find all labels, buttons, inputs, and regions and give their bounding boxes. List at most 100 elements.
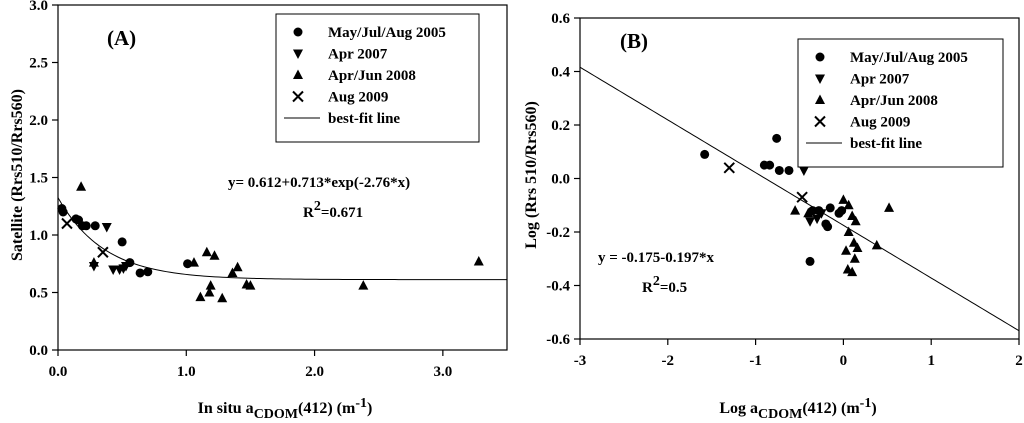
panel-a-ytick-label: 0.0 xyxy=(29,343,48,359)
panel-b-legend-label: May/Jul/Aug 2005 xyxy=(850,50,968,66)
panel-a-legend-marker xyxy=(293,49,303,59)
panel-b-data-point xyxy=(871,239,882,250)
panel-b-data-point xyxy=(847,210,858,220)
panel-b-legend-label: Apr 2007 xyxy=(850,72,910,88)
panel-a-legend-box xyxy=(275,13,480,143)
panel-a-xlabel-sub: CDOM xyxy=(254,407,298,422)
panel-b-data-point xyxy=(852,242,863,253)
panel-a-data-point xyxy=(97,246,109,258)
panel-a-legend-marker xyxy=(293,69,303,79)
panel-b-data-point xyxy=(798,166,809,176)
panel-b-data-point xyxy=(847,266,858,277)
panel-b-data-point xyxy=(825,203,835,213)
panel-a-ytick-label: 2.5 xyxy=(29,56,48,72)
panel-a-data-point xyxy=(61,217,73,230)
panel-a-series-2 xyxy=(76,181,484,303)
panel-a-r2-suffix: =0.671 xyxy=(321,205,363,221)
panel-b-xlabel-suffix: ) xyxy=(871,400,876,417)
panel-b-data-point xyxy=(843,199,854,210)
panel-b-data-point xyxy=(884,202,895,212)
panel-a-legend-marker xyxy=(292,90,304,103)
panel-b-r2-suffix: =0.5 xyxy=(660,280,687,296)
panel-b-xlabel-mid: (412) (m xyxy=(802,400,860,417)
panel-a-data-point xyxy=(143,267,153,277)
panel-a-xlabel-prefix: In situ a xyxy=(198,400,254,417)
panel-a-legend-label: Apr 2007 xyxy=(328,47,388,63)
panel-b-r2-prefix: R xyxy=(642,280,653,296)
panel-a-data-point xyxy=(473,255,484,266)
panel-b-data-point xyxy=(790,205,801,215)
panel-a-r2: R2=0.671 xyxy=(303,199,363,221)
panel-b-series-3 xyxy=(723,162,808,203)
panel-a-data-point xyxy=(195,291,206,302)
panel-a: Satellite (Rrs510/Rrs560) In situ aCDOM(… xyxy=(9,0,508,422)
panel-b-data-point xyxy=(784,165,794,175)
panel-b-equation: y = -0.175-0.197*x xyxy=(598,250,715,266)
panel-a-data-point xyxy=(88,257,99,267)
panel-b-series-1 xyxy=(798,166,827,227)
panel-b-data-point xyxy=(843,226,854,236)
panel-b-data-point xyxy=(805,256,815,266)
panel-b-xlabel-sub: CDOM xyxy=(758,407,802,422)
panel-a-legend-label: May/Jul/Aug 2005 xyxy=(328,25,446,41)
panel-b-data-point xyxy=(812,214,823,225)
panel-b-xtick-label: -3 xyxy=(574,353,587,369)
panel-a-series-1 xyxy=(88,222,131,275)
panel-b-ylabel: Log (Rrs 510/Rrs560) xyxy=(523,101,540,249)
panel-b-ytick-label: 0.0 xyxy=(551,172,570,188)
panel-b-series-2 xyxy=(790,194,895,277)
panel-b-points xyxy=(700,133,895,277)
panel-a-data-point xyxy=(201,246,212,257)
panel-b-legend-marker xyxy=(814,115,826,128)
panel-b-xlabel-sup: -1 xyxy=(860,396,872,411)
panel-a-xtick-label: 3.0 xyxy=(433,364,452,380)
panel-b-data-point xyxy=(848,237,859,247)
panel-a-ticks: 0.0 1.0 2.0 3.0 0.0 0.5 1.0 1.5 2.0 2.5 3.0 xyxy=(29,0,452,380)
panel-b-data-point xyxy=(850,215,861,226)
panel-b-ticks: -3 -2 -1 0 1 2 -0.6 -0.4 -0.2 0.0 0.2 0.4 0.6 xyxy=(546,11,1023,369)
panel-a-ytick-label: 0.5 xyxy=(29,286,48,302)
panel-b-ytick-label: -0.2 xyxy=(546,225,570,241)
panel-b-xtick-label: 0 xyxy=(840,353,848,369)
panel-a-data-point xyxy=(90,221,100,231)
panel-a-data-point xyxy=(117,237,127,247)
panel-a-data-point xyxy=(76,181,87,191)
panel-b-legend-marker xyxy=(815,94,825,104)
panel-b-xlabel-prefix: Log a xyxy=(719,400,758,417)
panel-a-xlabel: In situ aCDOM(412) (m-1) xyxy=(198,396,373,422)
panel-a-xlabel-mid: (412) (m xyxy=(298,400,356,417)
panel-b-frame xyxy=(579,17,1020,340)
panel-a-data-point xyxy=(120,262,131,272)
panel-b-data-point xyxy=(816,209,827,219)
panel-b-r2-sup: 2 xyxy=(653,274,660,289)
panel-b-data-point xyxy=(772,133,782,143)
panel-b-ytick-label: 0.2 xyxy=(551,118,570,134)
panel-a-data-point xyxy=(217,292,228,303)
panel-a-legend-label: Apr/Jun 2008 xyxy=(328,68,416,84)
panel-a-series-3 xyxy=(61,217,109,258)
panel-b-label: (B) xyxy=(620,29,648,53)
panel-a-data-point xyxy=(227,267,238,277)
panel-b-legend: May/Jul/Aug 2005 Apr 2007 Apr/Jun 2008 Aug … xyxy=(797,38,1004,168)
panel-a-data-point xyxy=(135,268,145,278)
panel-b-xtick-label: -1 xyxy=(749,353,762,369)
panel-b-ytick-label: -0.6 xyxy=(546,332,570,348)
panel-a-data-point xyxy=(358,280,369,290)
panel-b-data-point xyxy=(841,245,852,255)
panel-b-legend-marker xyxy=(815,52,825,62)
panel-a-data-point xyxy=(209,250,220,260)
panel-b-legend-box xyxy=(797,38,1004,168)
panel-a-legend-marker xyxy=(293,27,303,37)
panel-a-xtick-label: 2.0 xyxy=(305,364,324,380)
panel-a-legend-fit-label: best-fit line xyxy=(328,111,400,127)
panel-b-data-point xyxy=(838,194,849,204)
panel-a-r2-sup: 2 xyxy=(314,199,321,214)
panel-a-data-point xyxy=(232,261,243,272)
panel-a-xlabel-sup: -1 xyxy=(355,396,367,411)
panel-a-data-point xyxy=(101,222,112,233)
panel-b-ytick-label: 0.6 xyxy=(551,11,570,27)
panel-b-xtick-label: 1 xyxy=(927,353,935,369)
panel-a-legend-label: Aug 2009 xyxy=(328,90,388,106)
panel-a-data-point xyxy=(188,257,199,267)
